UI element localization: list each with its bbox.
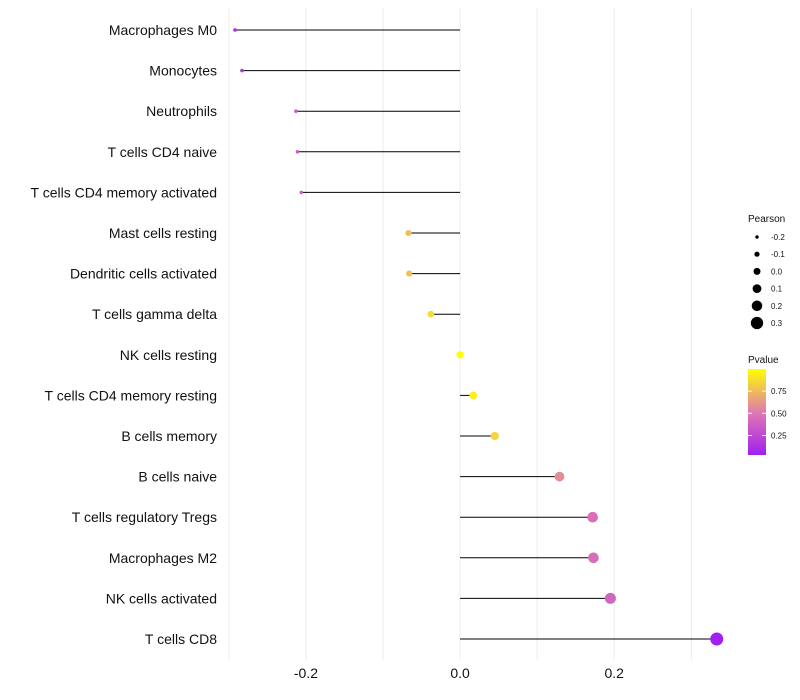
size-legend-title: Pearson bbox=[748, 214, 785, 225]
y-category-label: Mast cells resting bbox=[109, 225, 217, 241]
grid-layer bbox=[228, 8, 692, 660]
x-tick-label: 0.0 bbox=[450, 665, 470, 681]
x-tick-label: -0.2 bbox=[294, 665, 318, 681]
size-legend-label: -0.2 bbox=[771, 233, 785, 242]
lollipop-dot bbox=[405, 229, 412, 237]
x-tick-label: 0.2 bbox=[605, 665, 625, 681]
color-legend-label: 0.75 bbox=[771, 387, 787, 396]
lollipop-dot bbox=[554, 471, 565, 482]
y-category-label: T cells gamma delta bbox=[92, 306, 217, 322]
size-legend-dot bbox=[750, 316, 764, 330]
size-legend-label: 0.3 bbox=[771, 319, 783, 328]
size-legend-dot bbox=[754, 251, 760, 257]
lollipop-dot bbox=[456, 351, 464, 359]
lollipop-dot bbox=[299, 190, 304, 195]
lollipop-dot bbox=[406, 270, 413, 277]
y-category-label: T cells regulatory Tregs bbox=[72, 509, 217, 525]
legend: Pearson -0.2 -0.1 0.0 0.1 0.2 0.3 Pvalue 0.25… bbox=[748, 214, 787, 455]
y-category-label: NK cells activated bbox=[106, 590, 217, 606]
y-category-label: Monocytes bbox=[149, 63, 217, 79]
y-category-label: T cells CD8 bbox=[145, 631, 217, 647]
color-legend-label: 0.25 bbox=[771, 431, 787, 440]
color-legend-ticks: 0.25 0.50 0.75 bbox=[748, 387, 787, 440]
size-legend-dot bbox=[753, 267, 761, 275]
y-category-label: B cells naive bbox=[138, 469, 217, 485]
size-legend-label: -0.1 bbox=[771, 250, 785, 259]
color-legend-title: Pvalue bbox=[748, 355, 779, 366]
size-legend-dot bbox=[751, 300, 763, 312]
y-category-label: Macrophages M0 bbox=[109, 22, 217, 38]
size-legend-items: -0.2 -0.1 0.0 0.1 0.2 0.3 bbox=[750, 233, 785, 330]
color-legend-bar bbox=[748, 369, 766, 455]
dot-layer bbox=[233, 28, 724, 646]
lollipop-dot bbox=[587, 511, 598, 523]
y-category-label: B cells memory bbox=[121, 428, 217, 444]
lollipop-dot bbox=[588, 552, 599, 564]
size-legend-dot bbox=[752, 284, 762, 293]
lollipop-dot bbox=[294, 109, 298, 113]
y-category-label: T cells CD4 memory activated bbox=[31, 184, 217, 200]
lollipop-dot bbox=[604, 592, 616, 604]
size-legend-dot bbox=[755, 235, 759, 239]
size-legend-label: 0.2 bbox=[771, 302, 783, 311]
x-axis-ticks: -0.2 0.0 0.2 bbox=[294, 665, 624, 681]
lollipop-dot bbox=[427, 310, 435, 318]
y-category-label: T cells CD4 naive bbox=[108, 144, 218, 160]
stem-layer bbox=[235, 29, 717, 640]
y-category-label: Neutrophils bbox=[146, 103, 217, 119]
color-legend-label: 0.50 bbox=[771, 409, 787, 418]
lollipop-dot bbox=[295, 150, 300, 154]
size-legend-label: 0.1 bbox=[771, 285, 783, 294]
lollipop-dot bbox=[233, 28, 237, 32]
lollipop-dot bbox=[240, 68, 244, 73]
size-legend-label: 0.0 bbox=[771, 267, 783, 276]
lollipop-dot bbox=[710, 632, 724, 646]
y-category-label: NK cells resting bbox=[120, 347, 217, 363]
y-axis-labels: Macrophages M0 Monocytes Neutrophils T cell… bbox=[31, 22, 218, 647]
lollipop-dot bbox=[490, 431, 499, 441]
lollipop-dot bbox=[469, 391, 478, 400]
y-category-label: Macrophages M2 bbox=[109, 550, 217, 566]
y-category-label: Dendritic cells activated bbox=[70, 266, 217, 282]
y-category-label: T cells CD4 memory resting bbox=[45, 387, 217, 403]
